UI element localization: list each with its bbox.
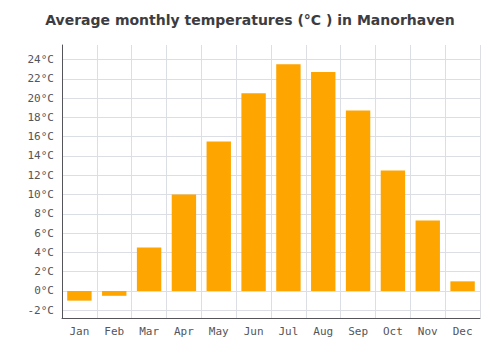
svg-text:Aug: Aug: [313, 325, 333, 338]
svg-text:6°C: 6°C: [34, 227, 54, 240]
svg-text:Average monthly temperatures (: Average monthly temperatures (°C ) in Ma…: [45, 12, 455, 28]
svg-text:Oct: Oct: [383, 325, 403, 338]
svg-text:22°C: 22°C: [28, 72, 55, 85]
svg-text:4°C: 4°C: [34, 246, 54, 259]
svg-text:Mar: Mar: [139, 325, 159, 338]
svg-text:May: May: [209, 325, 229, 338]
svg-text:Jul: Jul: [278, 325, 298, 338]
svg-text:24°C: 24°C: [28, 53, 55, 66]
svg-text:Apr: Apr: [174, 325, 194, 338]
svg-text:Jan: Jan: [69, 325, 89, 338]
svg-text:0°C: 0°C: [34, 284, 54, 297]
svg-text:Sep: Sep: [348, 325, 368, 338]
svg-text:16°C: 16°C: [28, 130, 55, 143]
svg-text:20°C: 20°C: [28, 92, 55, 105]
svg-text:8°C: 8°C: [34, 207, 54, 220]
svg-text:2°C: 2°C: [34, 265, 54, 278]
svg-text:Jun: Jun: [244, 325, 264, 338]
svg-text:Dec: Dec: [453, 325, 473, 338]
svg-text:10°C: 10°C: [28, 188, 55, 201]
svg-text:14°C: 14°C: [28, 149, 55, 162]
svg-text:Nov: Nov: [418, 325, 438, 338]
svg-text:-2°C: -2°C: [28, 304, 55, 317]
svg-text:12°C: 12°C: [28, 169, 55, 182]
svg-text:Feb: Feb: [104, 325, 124, 338]
svg-text:18°C: 18°C: [28, 111, 55, 124]
